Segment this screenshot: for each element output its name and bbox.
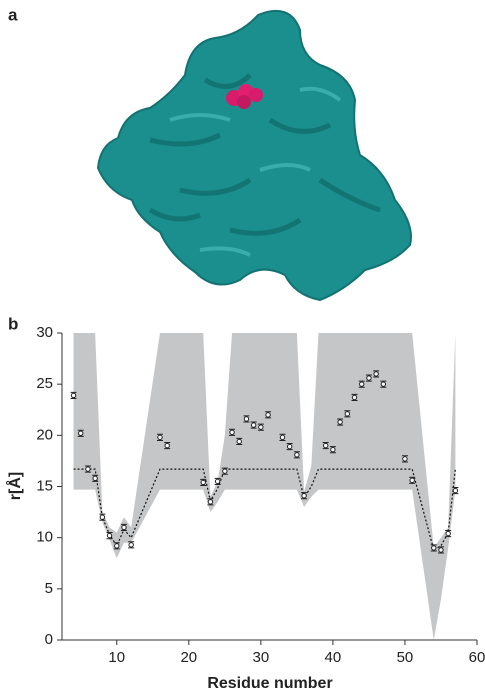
x-tick-label: 40 bbox=[325, 649, 342, 666]
y-tick-label: 10 bbox=[36, 529, 53, 546]
data-point bbox=[452, 487, 459, 494]
x-tick-label: 50 bbox=[397, 649, 414, 666]
data-point bbox=[207, 499, 214, 505]
data-point bbox=[279, 434, 286, 441]
data-point bbox=[200, 479, 206, 486]
data-point bbox=[351, 394, 358, 401]
data-point bbox=[70, 392, 77, 399]
data-point bbox=[445, 530, 451, 537]
surface bbox=[96, 10, 412, 302]
x-tick-label: 60 bbox=[469, 649, 485, 666]
data-point bbox=[243, 416, 250, 422]
plot: 0 5 10 15 20 25 30 10 20 30 40 50 60 bbox=[36, 324, 485, 666]
bound-band bbox=[73, 333, 456, 640]
data-point bbox=[301, 493, 307, 499]
data-point bbox=[157, 434, 163, 441]
data-point bbox=[409, 477, 415, 484]
data-point bbox=[265, 412, 271, 418]
data-point bbox=[344, 411, 351, 417]
y-tick-label: 0 bbox=[45, 631, 53, 648]
x-axis-label: Residue number bbox=[207, 675, 332, 692]
data-point bbox=[92, 475, 98, 482]
data-point bbox=[359, 381, 365, 387]
data-point bbox=[380, 381, 387, 387]
data-point bbox=[322, 442, 329, 449]
x-tick-label: 30 bbox=[253, 649, 270, 666]
data-point bbox=[99, 514, 106, 520]
y-tick-label: 20 bbox=[36, 426, 53, 443]
data-point bbox=[106, 532, 113, 539]
data-point bbox=[286, 443, 293, 450]
y-tick-label: 15 bbox=[36, 477, 53, 494]
x-tick-label: 10 bbox=[108, 649, 125, 666]
x-tick-label: 20 bbox=[180, 649, 197, 666]
data-point bbox=[366, 375, 372, 381]
data-point bbox=[431, 545, 437, 551]
data-point bbox=[402, 456, 408, 462]
panel-label: b bbox=[8, 314, 18, 333]
data-point bbox=[438, 547, 444, 553]
y-tick-label: 30 bbox=[36, 324, 53, 341]
data-point bbox=[236, 438, 242, 445]
data-point bbox=[373, 371, 379, 377]
panel-label: a bbox=[8, 5, 18, 24]
data-point bbox=[85, 466, 91, 472]
data-point bbox=[229, 429, 235, 435]
protein-surface bbox=[96, 10, 412, 302]
data-point bbox=[330, 446, 336, 453]
data-point bbox=[214, 478, 221, 485]
y-axis-label: r[Å] bbox=[5, 472, 24, 500]
data-point bbox=[164, 442, 170, 449]
data-point bbox=[78, 430, 84, 436]
data-point bbox=[337, 419, 343, 425]
y-tick-label: 25 bbox=[36, 375, 53, 392]
data-point bbox=[222, 468, 228, 474]
data-point bbox=[258, 424, 264, 430]
data-point bbox=[128, 542, 134, 548]
data-point bbox=[114, 543, 120, 549]
data-point bbox=[250, 422, 257, 428]
data-point bbox=[121, 524, 127, 531]
y-tick-label: 5 bbox=[45, 580, 53, 597]
data-point bbox=[294, 452, 300, 458]
